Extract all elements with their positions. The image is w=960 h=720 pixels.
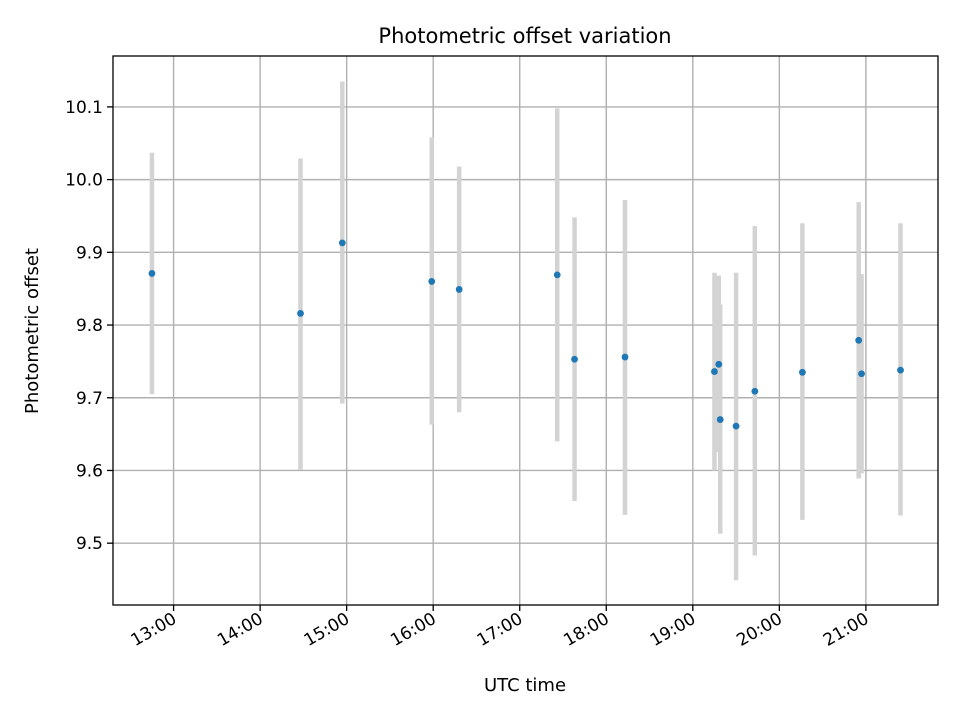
x-tick-label: 18:00 <box>560 609 612 651</box>
x-tick-label: 16:00 <box>387 609 439 651</box>
y-tick-label: 9.8 <box>76 316 103 336</box>
tick-layer: 13:00 14:00 15:00 16:00 17:00 18:00 19:00 20:00… <box>65 98 872 651</box>
y-tick-label: 9.9 <box>76 243 103 263</box>
x-tick-label: 20:00 <box>733 609 785 651</box>
data-point <box>716 416 724 423</box>
y-tick-label: 10.0 <box>65 171 103 191</box>
data-point <box>455 286 463 293</box>
data-point <box>897 366 904 374</box>
x-tick-label: 21:00 <box>820 609 872 651</box>
x-tick-label: 19:00 <box>647 609 699 651</box>
data-point <box>732 422 740 430</box>
y-tick-label: 9.6 <box>76 461 103 481</box>
y-axis-label: Photometric offset <box>22 248 43 414</box>
data-point <box>553 271 561 279</box>
x-tick-label: 14:00 <box>214 609 266 651</box>
plot-frame <box>112 55 939 606</box>
y-tick-label: 10.1 <box>65 98 103 118</box>
y-tick-label: 9.5 <box>76 534 103 554</box>
data-point <box>428 278 436 285</box>
y-tick-label: 9.7 <box>76 389 103 409</box>
data-point <box>571 355 578 363</box>
grid-layer <box>113 56 938 605</box>
data-point <box>751 387 759 395</box>
data-point <box>338 239 346 247</box>
point-layer <box>148 239 904 430</box>
data-point <box>621 353 629 361</box>
data-point <box>148 270 156 277</box>
data-point <box>855 336 863 344</box>
data-point <box>799 368 806 376</box>
data-point <box>858 370 865 378</box>
errorbar-layer <box>149 81 903 581</box>
data-point <box>297 310 304 317</box>
x-tick-label: 15:00 <box>301 609 353 651</box>
x-tick-label: 17:00 <box>474 609 526 651</box>
x-axis-label: UTC time <box>484 675 566 696</box>
data-point <box>715 360 723 368</box>
chart-title: Photometric offset variation <box>378 24 671 48</box>
x-tick-label: 13:00 <box>128 609 180 651</box>
data-point <box>711 368 718 375</box>
